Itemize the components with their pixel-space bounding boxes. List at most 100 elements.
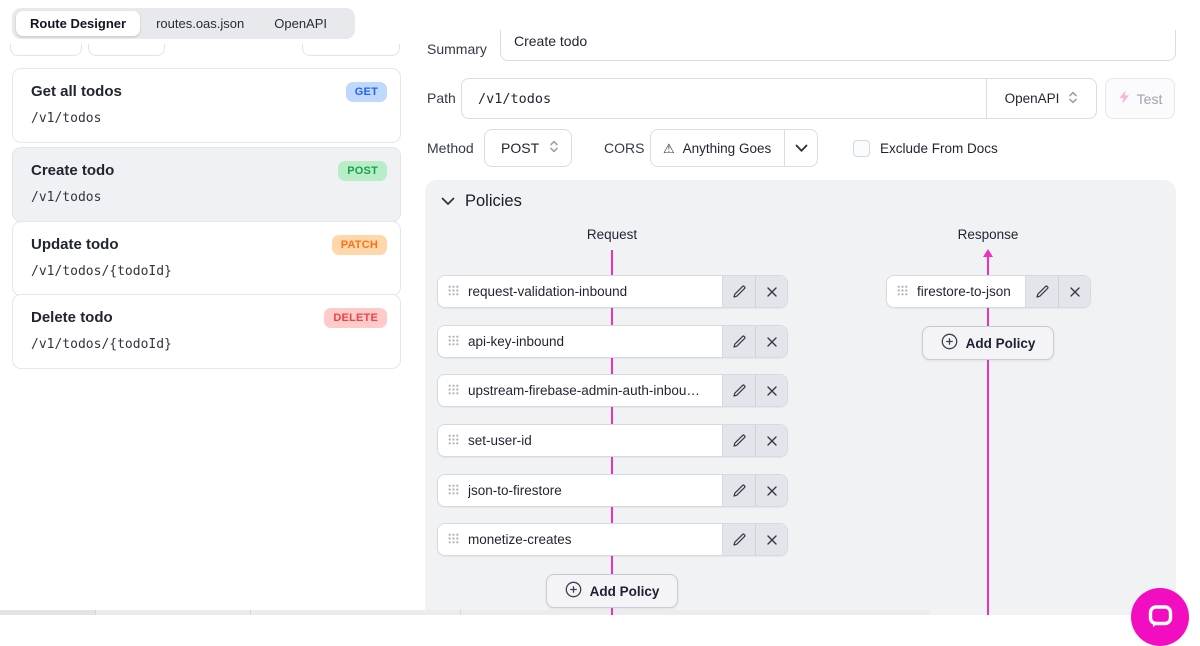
policies-panel: Policies Request Response request-valida… [425,180,1176,615]
policy-name-area[interactable]: firestore-to-json [887,276,1025,307]
test-label: Test [1136,90,1163,107]
policy-name-area[interactable]: upstream-firebase-admin-auth-inbou… [438,375,722,406]
route-path: /v1/todos/{todoId} [31,264,172,279]
clipped-toolbar-button[interactable] [10,44,82,56]
summary-label: Summary [427,41,487,57]
add-request-policy-button[interactable]: Add Policy [546,574,678,608]
drag-handle-icon[interactable] [448,283,459,301]
clipped-toolbar-button[interactable] [88,44,165,56]
file-tab-bar: Route Designer routes.oas.json OpenAPI [12,8,355,39]
plus-circle-icon [565,581,582,601]
chevron-up-down-icon [1068,90,1078,108]
policy-name-area[interactable]: api-key-inbound [438,326,722,357]
route-title: Delete todo [31,309,113,326]
drag-handle-icon[interactable] [897,283,908,301]
method-badge: POST [338,161,387,181]
drag-handle-icon[interactable] [448,482,459,500]
edit-policy-button[interactable] [723,475,755,506]
tab-route-designer[interactable]: Route Designer [16,11,141,36]
remove-policy-button[interactable] [755,524,787,555]
policies-header[interactable]: Policies [441,192,522,211]
request-column-label: Request [586,227,638,242]
clipped-toolbar-row [0,44,430,57]
plus-circle-icon [941,333,958,353]
policy-name: request-validation-inbound [468,284,628,299]
drag-handle-icon[interactable] [448,333,459,351]
method-select[interactable]: POST [484,129,572,167]
tab-routes-oas-json[interactable]: routes.oas.json [156,16,245,31]
edit-policy-button[interactable] [1026,276,1058,307]
add-response-policy-button[interactable]: Add Policy [922,326,1054,360]
path-input-group: /v1/todos OpenAPI [461,78,1097,119]
cors-value: Anything Goes [682,140,772,156]
response-flow-arrow-icon [983,249,993,257]
response-flow-line [987,257,989,615]
remove-policy-button[interactable] [1058,276,1090,307]
edit-policy-button[interactable] [723,425,755,456]
chat-widget-button[interactable] [1131,588,1189,646]
route-title: Get all todos [31,83,122,100]
chevron-down-icon [795,140,808,156]
policy-name-area[interactable]: request-validation-inbound [438,276,722,307]
drag-handle-icon[interactable] [448,531,459,549]
method-label: Method [427,140,474,156]
policy-actions [1025,276,1090,307]
clipped-bottom-panel [0,610,930,615]
policy-pill: json-to-firestore [437,474,788,507]
route-card-delete-todo[interactable]: Delete todo DELETE /v1/todos/{todoId} [12,294,401,369]
route-title: Update todo [31,236,119,253]
route-card-get-all-todos[interactable]: Get all todos GET /v1/todos [12,68,401,143]
drag-handle-icon[interactable] [448,432,459,450]
cors-label: CORS [604,140,645,156]
policy-name: api-key-inbound [468,334,565,349]
remove-policy-button[interactable] [755,475,787,506]
method-badge: PATCH [331,235,387,255]
remove-policy-button[interactable] [755,276,787,307]
policy-name: upstream-firebase-admin-auth-inbou… [468,383,700,398]
cors-select[interactable]: ⚠ Anything Goes [650,129,818,167]
edit-policy-button[interactable] [723,276,755,307]
route-path: /v1/todos [31,190,102,205]
policy-pill: set-user-id [437,424,788,457]
edit-policy-button[interactable] [723,524,755,555]
path-input[interactable]: /v1/todos [478,90,552,107]
path-label: Path [427,90,456,106]
policy-actions [722,276,787,307]
drag-handle-icon[interactable] [448,382,459,400]
add-policy-label: Add Policy [965,335,1036,351]
route-path: /v1/todos [31,111,102,126]
policy-name-area[interactable]: set-user-id [438,425,722,456]
summary-input[interactable]: Create todo [500,30,1176,61]
policy-actions [722,524,787,555]
route-editor-pane: Summary Create todo Path /v1/todos OpenA… [425,30,1176,615]
policy-pill: api-key-inbound [437,325,788,358]
route-card-update-todo[interactable]: Update todo PATCH /v1/todos/{todoId} [12,221,401,296]
cors-caret-button[interactable] [784,130,817,166]
policy-name: json-to-firestore [468,483,562,498]
policy-name: set-user-id [468,433,532,448]
test-button[interactable]: Test [1105,78,1175,119]
remove-policy-button[interactable] [755,326,787,357]
policies-title: Policies [465,192,522,210]
policy-name: firestore-to-json [917,284,1011,299]
tab-openapi[interactable]: OpenAPI [274,16,328,31]
edit-policy-button[interactable] [723,375,755,406]
route-title: Create todo [31,162,115,179]
add-policy-label: Add Policy [589,583,660,599]
exclude-from-docs-checkbox[interactable] [853,140,870,157]
policy-pill: firestore-to-json [886,275,1091,308]
summary-value: Create todo [514,33,588,49]
policy-name-area[interactable]: monetize-creates [438,524,722,555]
route-card-create-todo[interactable]: Create todo POST /v1/todos [12,147,401,222]
remove-policy-button[interactable] [755,375,787,406]
policy-actions [722,425,787,456]
policy-name-area[interactable]: json-to-firestore [438,475,722,506]
edit-policy-button[interactable] [723,326,755,357]
method-badge: GET [345,82,387,102]
response-column-label: Response [957,227,1019,242]
clipped-toolbar-button[interactable] [302,44,400,56]
warning-icon: ⚠ [663,140,675,156]
policy-actions [722,375,787,406]
remove-policy-button[interactable] [755,425,787,456]
path-mode-select[interactable]: OpenAPI [986,79,1096,118]
